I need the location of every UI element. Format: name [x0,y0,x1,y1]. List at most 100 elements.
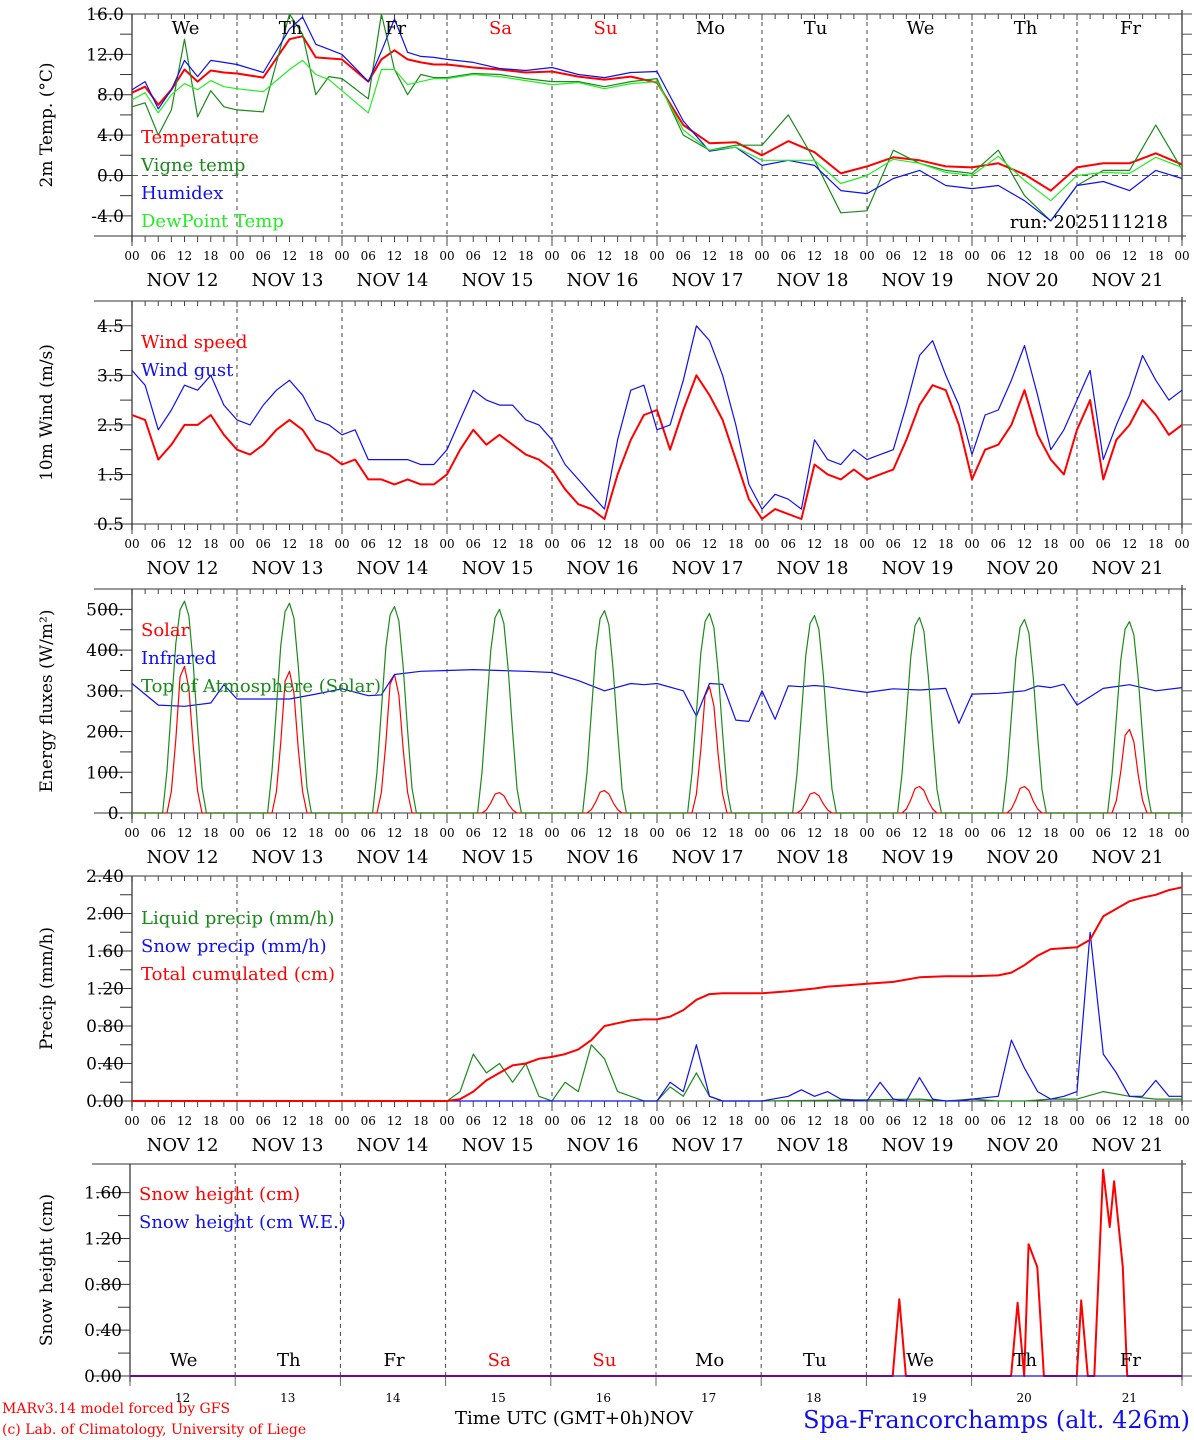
legend-entry: DewPoint Temp [141,211,284,232]
series-line-temperature [131,35,1183,192]
run-annotation: run: 2025111218 [1010,212,1168,233]
y-tick-label: 2.00 [86,905,124,925]
lab-credit: (c) Lab. of Climatology, University of L… [2,1422,306,1438]
hour-tick-label: 12 [1122,537,1137,551]
day-of-week-label: Fr [1120,18,1141,39]
hour-tick-label: 06 [466,537,481,551]
date-label: NOV 13 [252,270,324,291]
hour-tick-label: 18 [833,537,848,551]
hour-tick-label: 18 [623,249,638,263]
date-label: NOV 14 [357,1135,429,1156]
hour-tick-label: 06 [571,1114,586,1128]
series-line-top-of-atmosphere-solar- [132,600,1182,814]
hour-tick-label: 12 [807,249,822,263]
legend-entry: Snow height (cm W.E.) [139,1212,346,1233]
hour-tick-label: 06 [676,1114,691,1128]
hour-tick-label: 00 [649,826,664,840]
y-tick-label: 0.00 [84,1367,122,1387]
hour-tick-label: 18 [938,537,953,551]
panel-3: 00 06 12 18 NOV 12 00 06 12 18 NOV 13 00 06 12 18 NOV … [37,585,1192,868]
y-tick-label: 16.0 [86,5,124,25]
y-tick-label: 1.20 [86,980,124,1000]
hour-tick-label: 06 [151,249,166,263]
date-label: NOV 17 [672,270,744,291]
y-tick-label: 1.60 [84,1184,122,1204]
day-of-week-label: Mo [696,18,725,39]
legend-entry: Top of Atmosphere (Solar) [141,676,381,697]
hour-tick-label: 12 [387,249,402,263]
hour-tick-label: 00 [1069,537,1084,551]
y-tick-label: 2.5 [97,416,124,436]
hour-tick-label: 00 [754,826,769,840]
date-label: NOV 15 [462,558,534,579]
hour-tick-label: 06 [466,826,481,840]
date-label: NOV 12 [147,270,219,291]
date-label: NOV 17 [672,558,744,579]
hour-tick-label: 00 [439,1114,454,1128]
date-label: NOV 15 [462,847,534,868]
y-tick-label: 400. [86,641,124,661]
date-label: NOV 13 [252,847,324,868]
hour-tick-label: 12 [387,1114,402,1128]
date-label: NOV 14 [357,847,429,868]
day-of-week-label: Th [1013,1350,1037,1371]
hour-tick-label: 00 [649,1114,664,1128]
day-number-label: 16 [596,1391,611,1405]
hour-tick-label: 06 [256,826,271,840]
hour-tick-label: 06 [361,1114,376,1128]
hour-tick-label: 18 [1148,249,1163,263]
legend-entry: Wind gust [141,360,234,381]
hour-tick-label: 00 [124,1114,139,1128]
date-label: NOV 18 [777,847,849,868]
y-tick-label: 4.0 [97,126,124,146]
date-label: NOV 12 [147,558,219,579]
date-label: NOV 16 [567,270,639,291]
day-of-week-label: Th [1014,18,1038,39]
hour-tick-label: 06 [886,537,901,551]
y-axis-title: Energy fluxes (W/m²) [37,610,57,793]
day-of-week-label: We [907,18,935,39]
hour-tick-label: 12 [492,537,507,551]
hour-tick-label: 00 [439,826,454,840]
day-of-week-label: We [172,18,200,39]
hour-tick-label: 06 [1096,826,1111,840]
hour-tick-label: 12 [177,826,192,840]
hour-tick-label: 18 [1043,249,1058,263]
hour-tick-label: 18 [203,1114,218,1128]
date-label: NOV 15 [462,270,534,291]
day-number-label: 13 [280,1391,295,1405]
hour-tick-label: 12 [702,826,717,840]
panel-2: 00 06 12 18 NOV 12 00 06 12 18 NOV 13 00 06 12 18 NOV … [37,297,1192,579]
date-label: NOV 21 [1092,558,1164,579]
hour-tick-label: 06 [151,537,166,551]
day-of-week-label: Th [277,1350,301,1371]
hour-tick-label: 12 [1017,537,1032,551]
hour-tick-label: 18 [623,537,638,551]
day-of-week-label: We [906,1350,934,1371]
y-tick-label: 0.0 [97,166,124,186]
day-of-week-label: Su [592,1350,616,1371]
hour-tick-label: 00 [124,537,139,551]
series-line-snow-precip-mm-h- [132,931,1182,1102]
x-axis-title-text: Time UTC (GMT+0h) [455,1408,650,1429]
y-tick-label: 0.5 [97,515,124,535]
hour-tick-label: 00 [229,826,244,840]
y-tick-label: 0.80 [86,1017,124,1037]
day-number-label: 19 [911,1391,926,1405]
day-number-label: 21 [1122,1391,1137,1405]
hour-tick-label: 06 [466,249,481,263]
hour-tick-label: 06 [1096,537,1111,551]
date-label: NOV 20 [987,558,1059,579]
hour-tick-label: 00 [859,537,874,551]
date-label: NOV 21 [1092,847,1164,868]
y-tick-label: 0.80 [84,1275,122,1295]
panel-4: 00 06 12 18 NOV 12 00 06 12 18 NOV 13 00 06 12 18 NOV … [37,867,1192,1156]
hour-tick-label: 00 [1174,249,1189,263]
day-number-label: 12 [175,1391,190,1405]
date-label: NOV 21 [1092,270,1164,291]
hour-tick-label: 06 [886,1114,901,1128]
hour-tick-label: 00 [229,249,244,263]
x-axis-month: NOV [650,1408,694,1429]
legend-entry: Liquid precip (mm/h) [141,908,335,929]
